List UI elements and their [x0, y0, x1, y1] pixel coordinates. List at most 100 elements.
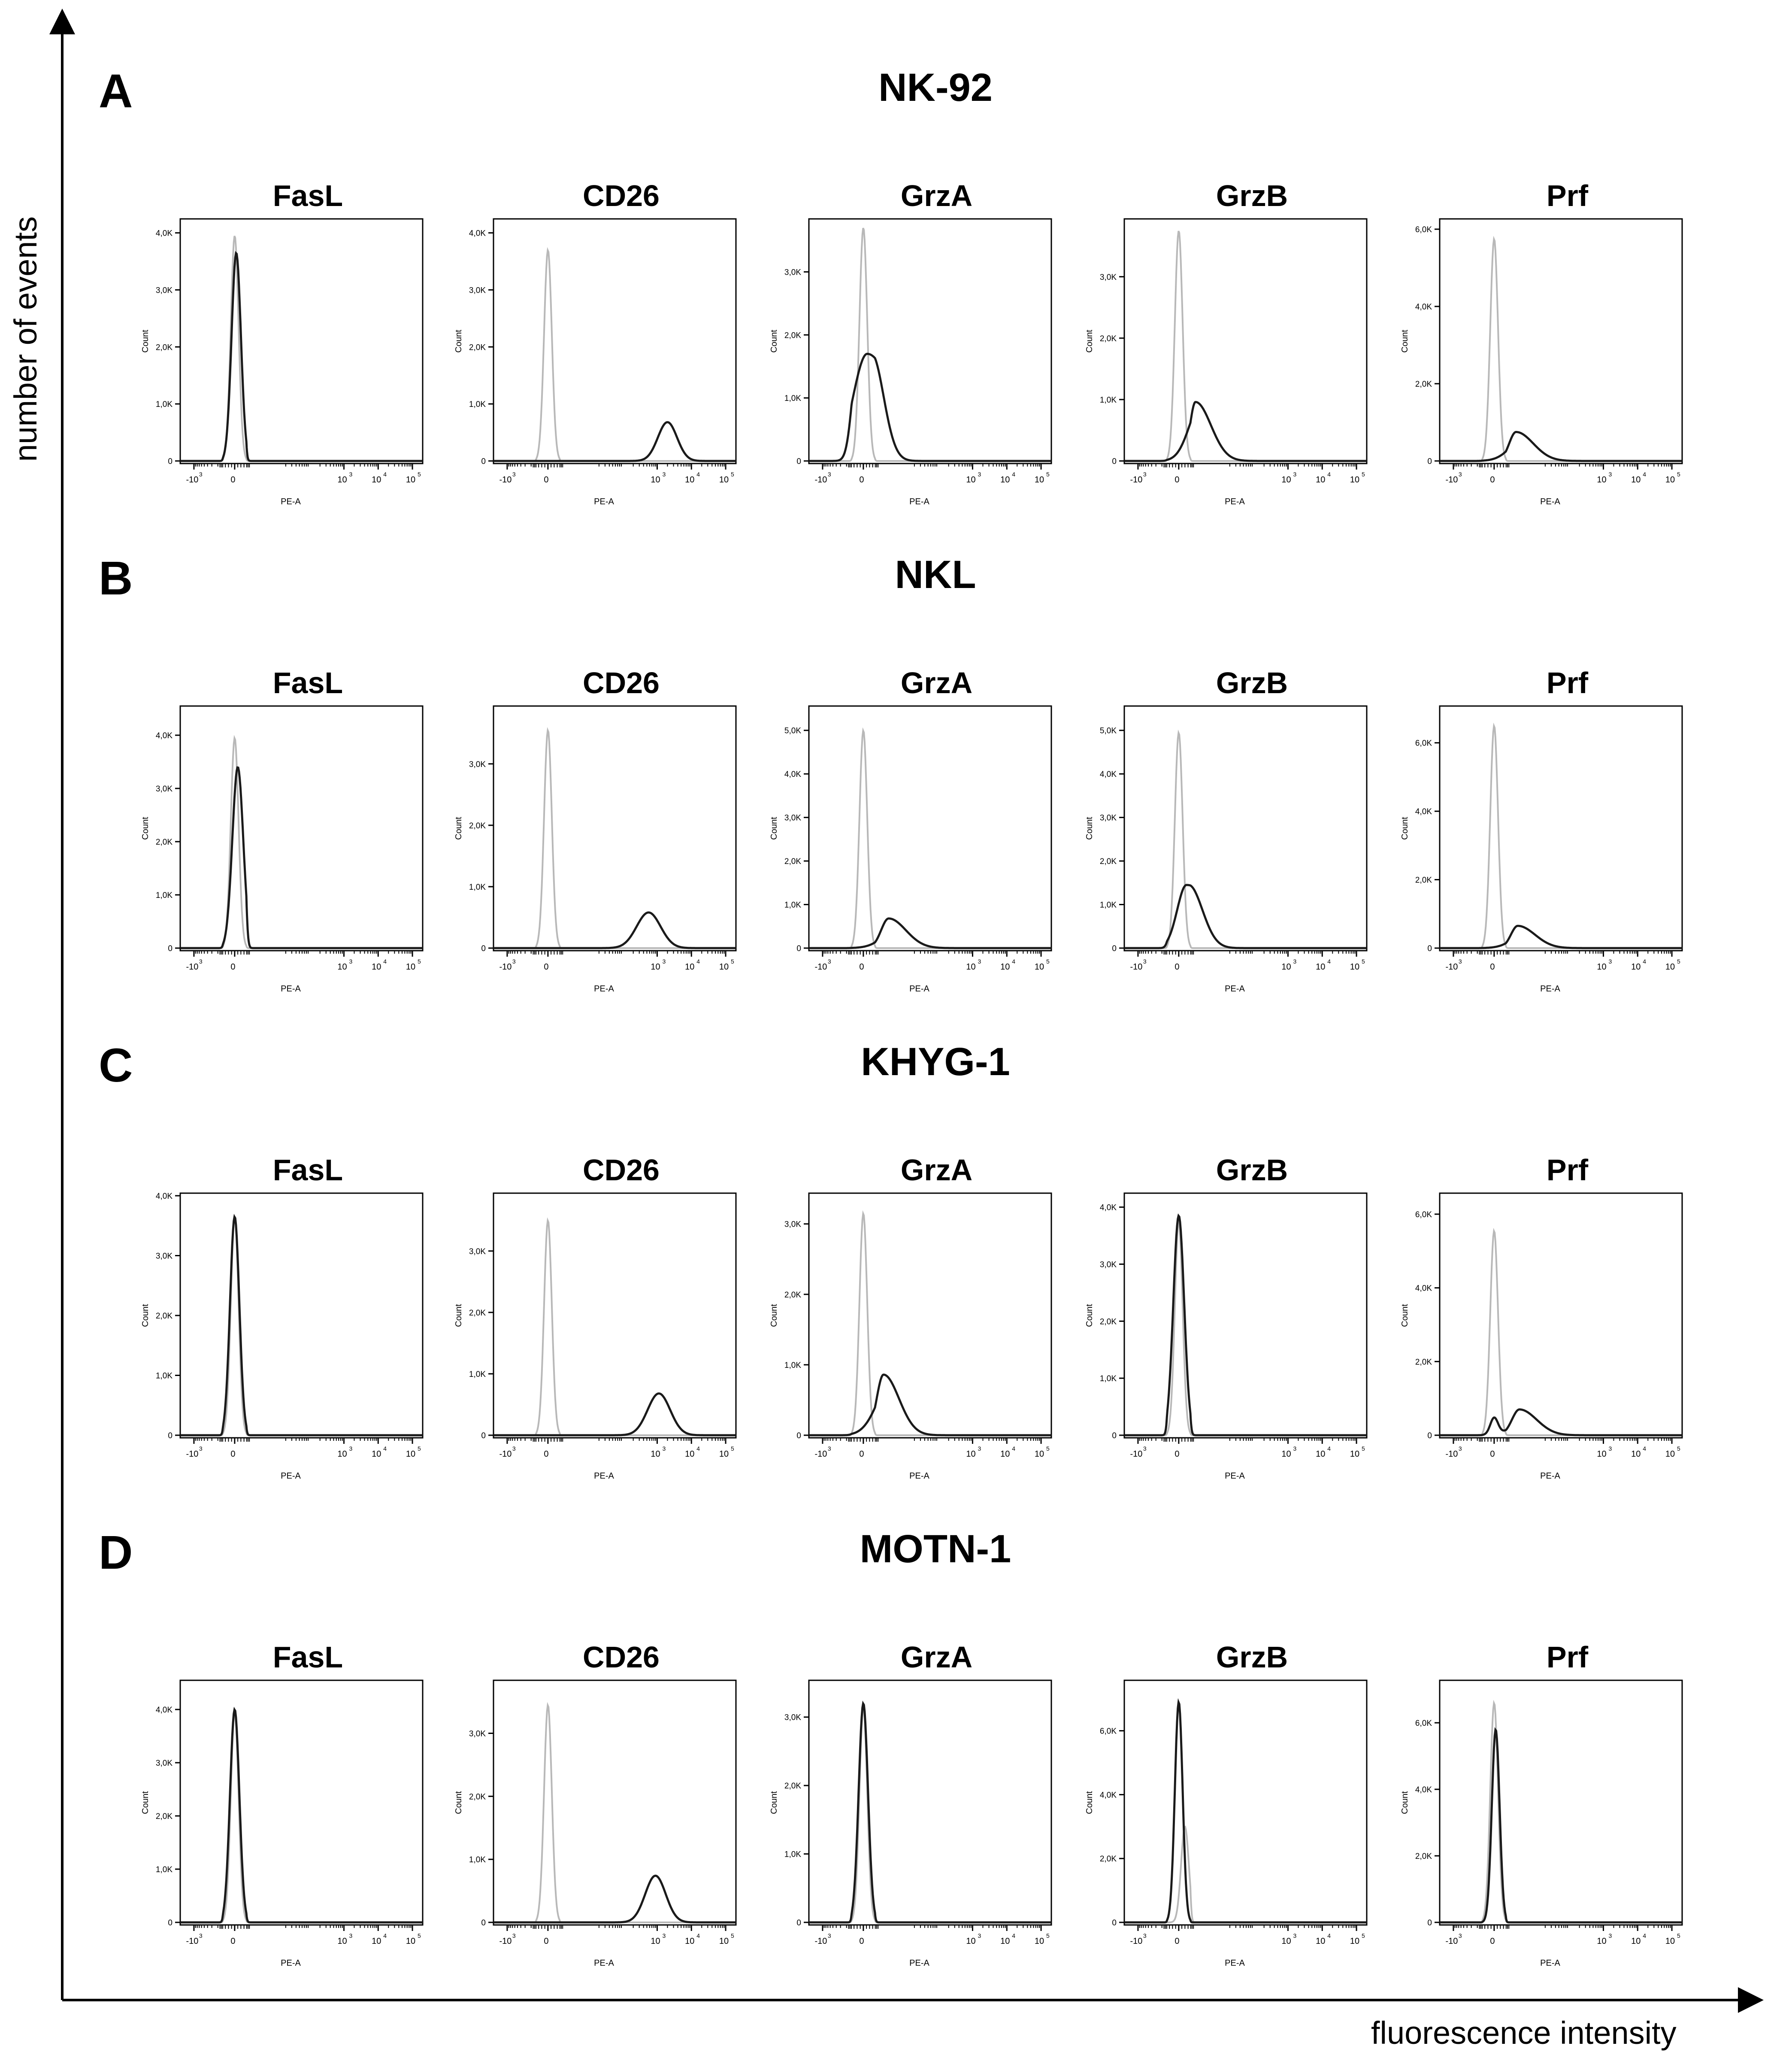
- y-tick-label: 6,0K: [1415, 1719, 1432, 1728]
- stained-sample-curve: [809, 352, 1051, 462]
- y-tick-label: 4,0K: [156, 1706, 173, 1715]
- stained-sample-curve: [1124, 401, 1367, 462]
- y-tick-label: 4,0K: [1100, 1203, 1117, 1212]
- y-axis-title: Count: [141, 817, 150, 840]
- x-tick-exponent: 4: [1012, 958, 1015, 965]
- x-tick-exponent: 4: [696, 1445, 700, 1452]
- x-tick-label: 10: [1281, 475, 1291, 485]
- x-tick-exponent: 5: [731, 471, 734, 478]
- isotype-control-curve: [1124, 729, 1367, 949]
- marker-title: GrzA: [901, 1153, 972, 1187]
- x-tick-exponent: 3: [1143, 1932, 1147, 1939]
- x-tick-label: -10: [186, 962, 198, 972]
- isotype-control-curve: [809, 727, 1051, 949]
- y-axis-title: Count: [1400, 1791, 1410, 1814]
- x-tick-label: 10: [1631, 475, 1641, 485]
- x-axis-title: PE-A: [909, 1958, 929, 1968]
- plot-frame: [493, 705, 737, 952]
- panel-letter: C: [99, 1039, 133, 1092]
- plot-frame: [1123, 705, 1368, 952]
- x-tick-label: -10: [814, 1937, 827, 1946]
- marker-title: CD26: [583, 1153, 660, 1187]
- x-tick-exponent: 3: [828, 1445, 831, 1452]
- y-tick-label: 2,0K: [469, 821, 486, 830]
- x-axis-title: PE-A: [1225, 1471, 1245, 1481]
- isotype-control-curve: [1440, 722, 1682, 949]
- x-tick-label: 10: [651, 475, 660, 485]
- x-tick-label: 10: [651, 962, 660, 972]
- x-tick-exponent: 3: [978, 471, 981, 478]
- x-tick-label: 10: [685, 475, 694, 485]
- x-tick-exponent: 4: [1327, 1932, 1331, 1939]
- y-tick-label: 4,0K: [1100, 770, 1117, 779]
- plot-frame: [808, 218, 1052, 464]
- x-tick-exponent: 3: [512, 471, 516, 478]
- x-tick-exponent: 5: [1677, 1932, 1680, 1939]
- marker-title: FasL: [273, 666, 343, 700]
- x-tick-label: -10: [814, 962, 827, 972]
- isotype-control-curve: [809, 1210, 1051, 1436]
- x-tick-exponent: 3: [349, 958, 352, 965]
- x-tick-label: -10: [186, 1937, 198, 1946]
- y-tick-label: 3,0K: [784, 814, 801, 823]
- y-tick-label: 2,0K: [469, 343, 486, 352]
- y-tick-label: 0: [1427, 1919, 1432, 1928]
- x-tick-exponent: 3: [978, 1445, 981, 1452]
- isotype-control-curve: [180, 1709, 423, 1923]
- plot-frame: [1123, 218, 1368, 464]
- x-tick-exponent: 3: [349, 471, 352, 478]
- y-tick-label: 2,0K: [784, 331, 801, 340]
- x-tick-exponent: 4: [1327, 471, 1331, 478]
- x-tick-label: 0: [544, 962, 548, 972]
- x-tick-exponent: 3: [662, 1445, 666, 1452]
- stained-sample-curve: [1440, 431, 1682, 462]
- marker-title: GrzB: [1216, 1640, 1288, 1674]
- x-tick-label: 10: [685, 962, 694, 972]
- y-axis-title: Count: [769, 1791, 779, 1814]
- y-tick-label: 2,0K: [156, 343, 173, 352]
- x-tick-exponent: 3: [1608, 958, 1612, 965]
- x-tick-exponent: 5: [731, 1932, 734, 1939]
- x-tick-label: -10: [499, 1449, 512, 1459]
- x-tick-exponent: 5: [418, 471, 421, 478]
- x-tick-label: 10: [1350, 962, 1359, 972]
- x-tick-label: 10: [1350, 1449, 1359, 1459]
- y-tick-label: 0: [481, 457, 486, 466]
- x-tick-exponent: 5: [1362, 958, 1365, 965]
- x-tick-label: 10: [337, 1937, 347, 1946]
- y-tick-label: 6,0K: [1100, 1727, 1117, 1736]
- y-tick-label: 4,0K: [469, 229, 486, 238]
- y-tick-label: 2,0K: [784, 857, 801, 866]
- x-tick-exponent: 3: [1293, 471, 1296, 478]
- y-tick-label: 3,0K: [156, 286, 173, 295]
- plot-frame: [1439, 1679, 1683, 1926]
- y-tick-label: 1,0K: [156, 1865, 173, 1874]
- x-tick-label: 0: [859, 475, 864, 485]
- y-tick-label: 3,0K: [469, 760, 486, 769]
- x-tick-label: 10: [966, 1937, 975, 1946]
- y-tick-label: 1,0K: [156, 400, 173, 409]
- x-axis-title: PE-A: [281, 1958, 301, 1968]
- plot-frame: [1439, 218, 1683, 464]
- x-tick-exponent: 3: [199, 1932, 203, 1939]
- y-axis-title: Count: [454, 1791, 463, 1814]
- x-tick-label: 10: [1035, 962, 1044, 972]
- y-tick-label: 1,0K: [784, 901, 801, 910]
- x-tick-label: 0: [859, 1937, 864, 1946]
- x-tick-label: -10: [1445, 1937, 1458, 1946]
- y-tick-label: 0: [1112, 1919, 1117, 1928]
- marker-title: GrzA: [901, 179, 972, 212]
- y-axis-title: Count: [1085, 330, 1094, 353]
- y-axis-title: Count: [454, 817, 463, 840]
- x-tick-label: 10: [685, 1449, 694, 1459]
- x-tick-exponent: 3: [662, 958, 666, 965]
- x-tick-exponent: 3: [512, 1932, 516, 1939]
- x-tick-exponent: 3: [1459, 1932, 1462, 1939]
- y-tick-label: 6,0K: [1415, 739, 1432, 748]
